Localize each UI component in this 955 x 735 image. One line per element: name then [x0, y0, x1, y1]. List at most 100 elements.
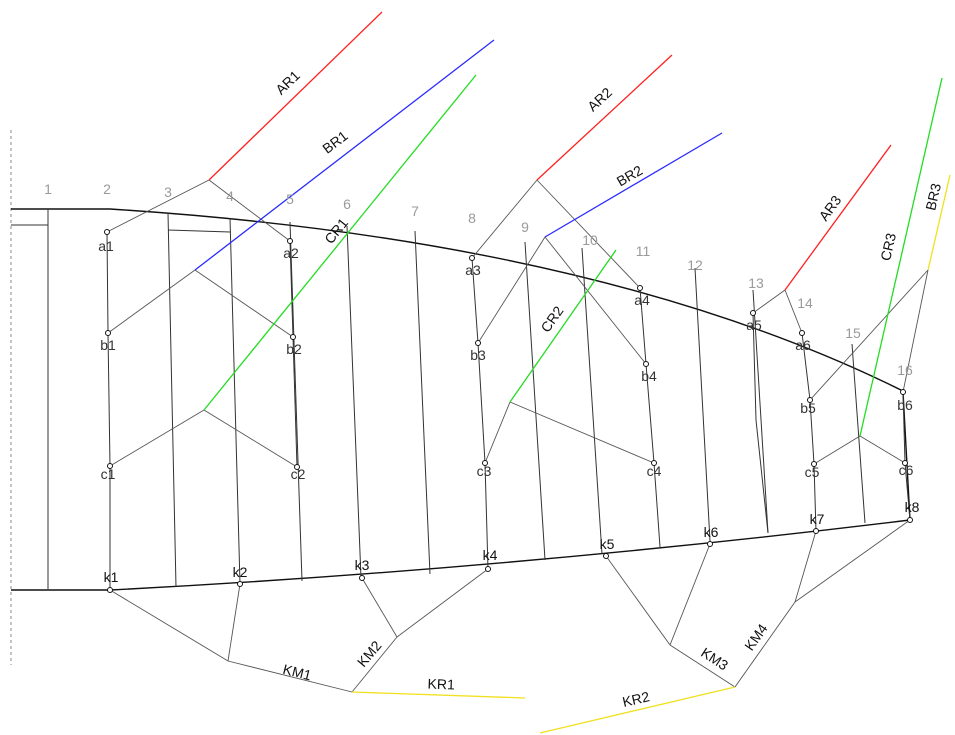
rig-line	[361, 577, 398, 638]
ar3-line	[784, 144, 892, 291]
section-number: 9	[521, 219, 529, 235]
point-c3	[482, 460, 488, 466]
point-b4	[643, 361, 649, 367]
point-label-c1: c1	[101, 466, 116, 482]
point-b6	[900, 389, 906, 395]
point-label-b1: b1	[100, 337, 116, 353]
section-number: 16	[897, 362, 913, 378]
point-k7	[813, 528, 819, 534]
rig-line	[477, 236, 546, 344]
point-label-c6: c6	[899, 462, 914, 478]
rig-line	[669, 543, 711, 646]
point-label-k1: k1	[104, 569, 119, 585]
rig-line	[536, 179, 641, 289]
line-labels: AR1 BR1 CR1 AR2 BR2 CR2 AR3 BR3 CR3 KM1 …	[272, 67, 944, 710]
section-number: 12	[687, 257, 703, 273]
rig-line	[794, 519, 911, 603]
point-label-c3: c3	[477, 463, 492, 479]
br1-line	[194, 39, 495, 271]
point-label-b3: b3	[470, 347, 486, 363]
kr2-line	[539, 686, 736, 734]
point-label-b6: b6	[897, 397, 913, 413]
point-label-b2: b2	[286, 341, 302, 357]
keel-labels: k1 k2 k3 k4 k5 k6 k7 k8	[104, 499, 920, 585]
point-label-k2: k2	[233, 564, 248, 580]
label-km4: KM4	[741, 621, 771, 654]
point-label-a3: a3	[465, 262, 481, 278]
label-kr1: KR1	[427, 676, 455, 693]
rig-line	[734, 601, 796, 688]
point-label-a5: a5	[746, 317, 762, 333]
section-number: 2	[103, 181, 111, 197]
point-k2	[237, 581, 243, 587]
point-label-k6: k6	[704, 524, 719, 540]
rig-line	[208, 179, 291, 242]
label-kr2: KR2	[621, 688, 651, 710]
rig-line	[203, 409, 298, 468]
ar1-line	[208, 11, 383, 181]
point-label-k7: k7	[810, 511, 825, 527]
label-km3: KM3	[698, 644, 731, 673]
section-number: 7	[411, 203, 419, 219]
point-k1	[107, 587, 113, 593]
point-chains	[106, 231, 911, 590]
rig-line	[605, 555, 671, 646]
section-number: 3	[164, 184, 172, 200]
label-br3: BR3	[922, 182, 944, 212]
label-cr2: CR2	[537, 303, 566, 335]
point-a4	[637, 285, 643, 291]
br3-line	[927, 174, 951, 271]
point-label-k4: k4	[483, 547, 498, 563]
point-label-k5: k5	[600, 536, 615, 552]
point-c4	[651, 460, 657, 466]
section-lines	[47, 209, 866, 589]
point-k8	[907, 517, 913, 523]
cr3-line	[859, 77, 943, 437]
label-cr3: CR3	[877, 231, 899, 262]
section-number: 1	[44, 181, 52, 197]
point-c5	[811, 461, 817, 467]
point-label-c4: c4	[647, 463, 662, 479]
point-label-a4: a4	[634, 292, 650, 308]
chain-4	[639, 287, 661, 548]
inner-bar-mid	[167, 229, 231, 233]
section-line	[229, 217, 241, 585]
section-number: 15	[845, 325, 861, 341]
top-edge	[11, 208, 906, 393]
section-number: 14	[797, 295, 813, 311]
point-k6	[707, 541, 713, 547]
point-k3	[359, 575, 365, 581]
ar2-line	[536, 54, 673, 181]
rig-line	[902, 269, 929, 393]
point-b2	[290, 334, 296, 340]
section-line	[289, 221, 303, 582]
section-line	[851, 343, 866, 524]
point-a1	[104, 229, 110, 235]
rigging-lines	[106, 179, 929, 693]
section-number: 5	[286, 191, 294, 207]
section-line	[581, 247, 603, 555]
point-label-k8: k8	[905, 499, 920, 515]
label-ar3: AR3	[815, 192, 844, 224]
rig-line	[227, 660, 353, 693]
point-k4	[485, 566, 491, 572]
point-label-c2: c2	[291, 466, 306, 482]
rig-line	[784, 289, 803, 334]
colored-lines	[194, 11, 951, 734]
rig-line	[194, 269, 294, 338]
point-label-c5: c5	[805, 464, 820, 480]
section-line	[167, 212, 177, 588]
point-b1	[105, 330, 111, 336]
bottom-edge	[11, 519, 911, 591]
section-number: 6	[343, 196, 351, 212]
section-line	[414, 230, 431, 575]
point-a6	[799, 330, 805, 336]
rig-line	[396, 568, 489, 638]
rig-line	[471, 179, 538, 259]
point-k5	[603, 553, 609, 559]
section-line	[694, 267, 711, 542]
rig-line	[107, 269, 196, 334]
chain-1	[106, 231, 111, 590]
label-km2: KM2	[354, 637, 385, 669]
